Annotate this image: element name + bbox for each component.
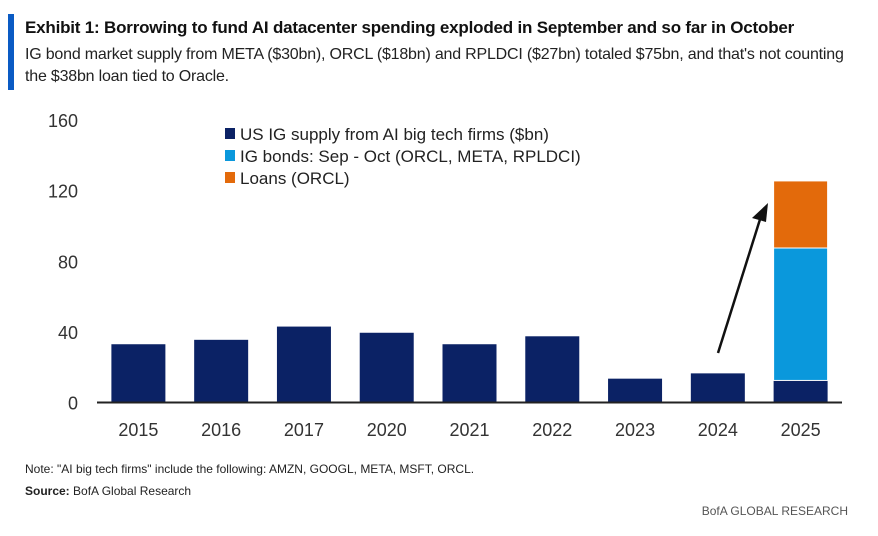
legend-label-2: Loans (ORCL) [240, 169, 350, 188]
x-tick-label: 2022 [532, 420, 572, 440]
x-tick-label: 2024 [698, 420, 738, 440]
bar-2022-series-0 [525, 336, 580, 403]
bar-2024-series-0 [690, 373, 745, 403]
chart-title: Exhibit 1: Borrowing to fund AI datacent… [25, 18, 795, 37]
legend-swatch-0 [225, 128, 235, 139]
bar-2025-series-0 [773, 380, 828, 403]
y-tick-label: 120 [48, 182, 78, 202]
brand-mark: BofA GLOBAL RESEARCH [701, 504, 848, 518]
source-label: Source: [25, 484, 70, 498]
y-tick-label: 0 [68, 394, 78, 414]
chart-subtitle: IG bond market supply from META ($30bn),… [25, 46, 844, 85]
x-tick-label: 2025 [781, 420, 821, 440]
x-tick-label: 2017 [284, 420, 324, 440]
bar-2025-series-1 [773, 247, 829, 381]
x-tick-label: 2020 [367, 420, 407, 440]
bar-2021-series-0 [442, 344, 497, 403]
x-tick-label: 2016 [201, 420, 241, 440]
source-text: BofA Global Research [69, 484, 192, 498]
bar-2025-series-2 [773, 180, 829, 249]
annotation-arrow-line [716, 212, 764, 354]
legend-swatch-2 [225, 172, 235, 183]
x-tick-label: 2015 [118, 420, 158, 440]
legend-label-0: US IG supply from AI big tech firms ($bn… [240, 125, 549, 144]
bar-2016-series-0 [194, 339, 249, 403]
legend-swatch-1 [225, 150, 235, 161]
annotation-arrow-head [752, 203, 768, 222]
x-tick-label: 2021 [449, 420, 489, 440]
bar-2017-series-0 [276, 326, 331, 403]
bar-2020-series-0 [359, 332, 414, 403]
y-tick-label: 80 [58, 252, 78, 272]
legend-label-1: IG bonds: Sep - Oct (ORCL, META, RPLDCI) [240, 147, 581, 166]
accent-bar [8, 14, 14, 90]
bar-2023-series-0 [608, 378, 663, 403]
x-tick-label: 2023 [615, 420, 655, 440]
source-line: Source: BofA Global Research [25, 484, 191, 498]
y-tick-label: 40 [58, 323, 78, 343]
y-tick-label: 160 [48, 111, 78, 131]
bar-2015-series-0 [111, 344, 166, 403]
footnote: Note: "AI big tech firms" include the fo… [25, 462, 475, 476]
